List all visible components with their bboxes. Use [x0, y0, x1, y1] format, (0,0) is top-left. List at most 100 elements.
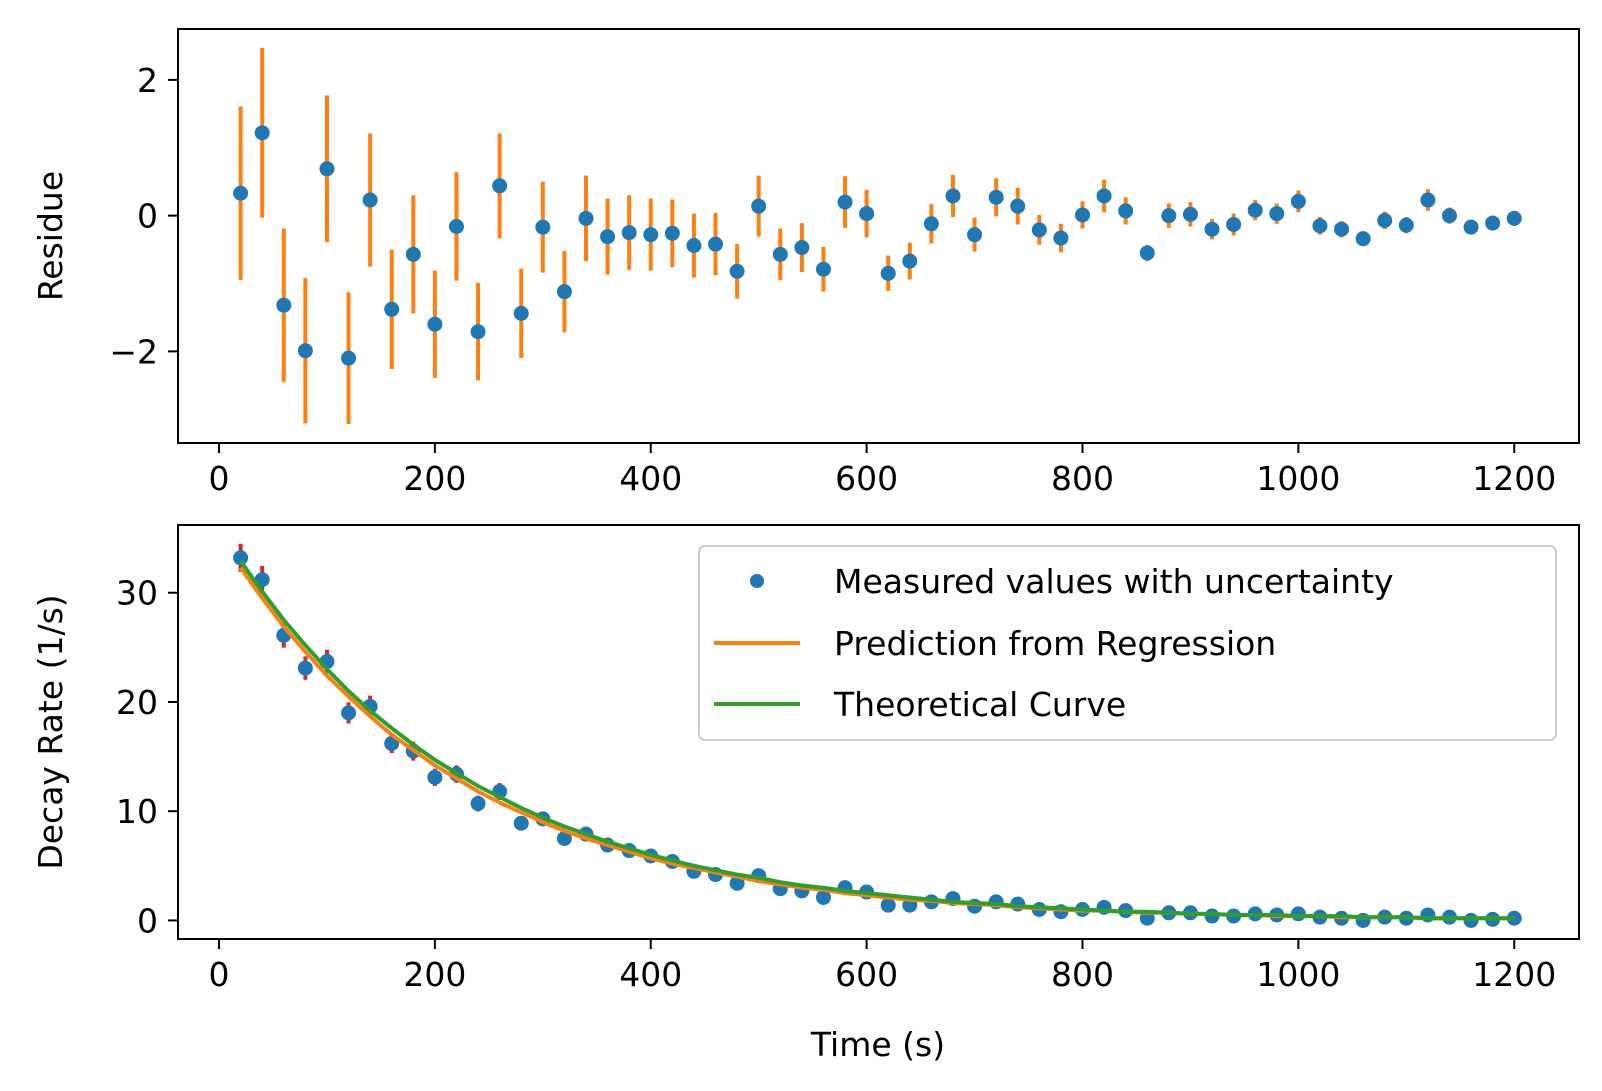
residual-point	[297, 343, 313, 359]
residuals-x-tick-label: 1200	[1472, 459, 1556, 498]
residual-point	[1334, 221, 1350, 237]
residual-point	[535, 219, 551, 235]
residual-point	[492, 178, 508, 194]
residual-point	[405, 246, 421, 262]
residual-point	[923, 216, 939, 232]
measured-point	[513, 815, 529, 831]
residual-point	[772, 246, 788, 262]
measured-point	[729, 875, 745, 891]
residual-point	[341, 350, 357, 366]
residuals-x-tick-label: 800	[1051, 459, 1114, 498]
residual-point	[276, 297, 292, 313]
residual-point	[1377, 212, 1393, 228]
residual-point	[837, 194, 853, 210]
measured-point	[556, 831, 572, 847]
measured-point	[1420, 907, 1436, 923]
residual-point	[945, 188, 961, 204]
residuals-x-tick-label: 0	[209, 459, 230, 498]
residuals-panel: 0 200 400 600 800 1000 1200 −2 0 2 Residue	[31, 28, 1580, 498]
residual-point	[880, 265, 896, 281]
decay-y-tick-label: 20	[116, 683, 158, 722]
residual-point	[643, 227, 659, 243]
residuals-y-tick-label: −2	[109, 332, 158, 371]
residual-point	[233, 185, 249, 201]
decay-y-tick-label: 10	[116, 792, 158, 831]
residuals-plot-frame	[177, 28, 1580, 444]
decay-y-ticks: 0 10 20 30	[116, 574, 178, 940]
residual-point	[815, 261, 831, 277]
residual-point	[556, 284, 572, 300]
residual-point	[1506, 210, 1522, 226]
residuals-y-axis-label: Residue	[31, 171, 70, 301]
residual-point	[1161, 208, 1177, 224]
residual-point	[1096, 188, 1112, 204]
residuals-y-ticks: −2 0 2	[109, 61, 178, 371]
residuals-x-tick-label: 400	[619, 459, 682, 498]
theoretical-line	[238, 559, 1515, 921]
residual-point	[427, 316, 443, 332]
measured-point	[362, 698, 378, 714]
residual-point	[1031, 222, 1047, 238]
residual-point	[362, 192, 378, 208]
residuals-x-tick-label: 1000	[1256, 459, 1340, 498]
decay-y-tick-label: 30	[116, 574, 158, 613]
legend-label-theoretical: Theoretical Curve	[833, 685, 1126, 724]
residual-point	[794, 240, 810, 256]
legend: Measured values with uncertainty Predict…	[698, 545, 1557, 741]
measured-point	[1463, 912, 1479, 928]
residual-point	[470, 324, 486, 340]
decay-x-tick-label: 400	[619, 955, 682, 994]
decay-x-tick-label: 600	[835, 955, 898, 994]
residual-point	[1485, 215, 1501, 231]
residual-point	[1463, 219, 1479, 235]
residuals-y-tick-label: 2	[137, 61, 158, 100]
residual-point	[1355, 231, 1371, 247]
residual-point	[384, 301, 400, 317]
residual-point	[1247, 202, 1263, 218]
residuals-marks	[233, 48, 1522, 424]
decay-plot-frame	[177, 524, 1580, 940]
residual-point	[1139, 245, 1155, 261]
residual-point	[1269, 206, 1285, 222]
measured-point	[815, 889, 831, 905]
residual-point	[729, 263, 745, 279]
residual-point	[621, 225, 637, 241]
legend-frame	[698, 545, 1557, 741]
residual-point	[1312, 218, 1328, 234]
decay-x-tick-label: 1200	[1472, 955, 1556, 994]
residual-point	[1118, 203, 1134, 219]
decay-x-ticks: 0 200 400 600 800 1000 1200	[209, 939, 1556, 994]
decay-panel: 0 200 400 600 800 1000 1200 0 10 20 30 Time (s) D…	[31, 524, 1580, 1064]
residual-point	[751, 198, 767, 214]
residual-point	[1398, 217, 1414, 233]
residual-point	[859, 206, 875, 222]
residuals-x-tick-label: 600	[835, 459, 898, 498]
residual-point	[686, 238, 702, 254]
residual-point	[988, 189, 1004, 205]
residual-point	[1053, 230, 1069, 246]
residual-point	[319, 161, 335, 177]
measured-point	[1506, 910, 1522, 926]
measured-point	[880, 897, 896, 913]
residual-point	[1226, 216, 1242, 232]
residual-point	[967, 227, 983, 243]
residual-point	[664, 225, 680, 241]
residual-point	[1010, 198, 1026, 214]
decay-marks	[233, 543, 1522, 928]
measured-point	[297, 660, 313, 676]
residual-point	[1420, 192, 1436, 208]
residual-point	[254, 125, 270, 141]
residual-point	[448, 218, 464, 234]
decay-y-axis-label: Decay Rate (1/s)	[31, 594, 70, 869]
legend-label-regression: Prediction from Regression	[834, 624, 1276, 663]
decay-x-tick-label: 800	[1051, 955, 1114, 994]
residuals-x-ticks: 0 200 400 600 800 1000 1200	[209, 443, 1556, 498]
residual-point	[1290, 193, 1306, 209]
residual-point	[1441, 208, 1457, 224]
residual-point	[708, 236, 724, 252]
legend-label-measured: Measured values with uncertainty	[834, 562, 1394, 601]
measured-point	[341, 705, 357, 721]
decay-x-tick-label: 0	[209, 955, 230, 994]
residual-point	[1074, 207, 1090, 223]
